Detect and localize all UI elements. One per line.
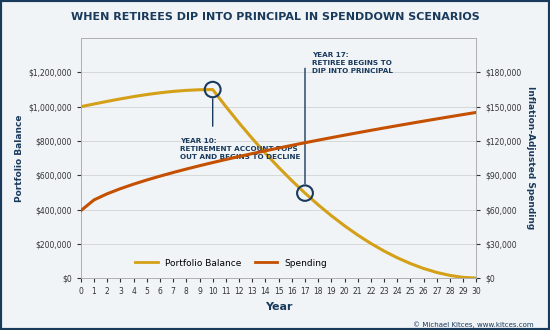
Y-axis label: Inflation-Adjusted Spending: Inflation-Adjusted Spending (526, 86, 535, 230)
Y-axis label: Portfolio Balance: Portfolio Balance (15, 115, 24, 202)
Text: © Michael Kitces, www.kitces.com: © Michael Kitces, www.kitces.com (413, 322, 534, 328)
Text: YEAR 10:
RETIREMENT ACCOUNT TOPS
OUT AND BEGINS TO DECLINE: YEAR 10: RETIREMENT ACCOUNT TOPS OUT AND… (180, 138, 300, 159)
Text: YEAR 17:
RETIREE BEGINS TO
DIP INTO PRINCIPAL: YEAR 17: RETIREE BEGINS TO DIP INTO PRIN… (312, 52, 393, 74)
Text: WHEN RETIREES DIP INTO PRINCIPAL IN SPENDDOWN SCENARIOS: WHEN RETIREES DIP INTO PRINCIPAL IN SPEN… (70, 12, 480, 21)
Legend: Portfolio Balance, Spending: Portfolio Balance, Spending (131, 255, 331, 271)
X-axis label: Year: Year (265, 302, 293, 312)
